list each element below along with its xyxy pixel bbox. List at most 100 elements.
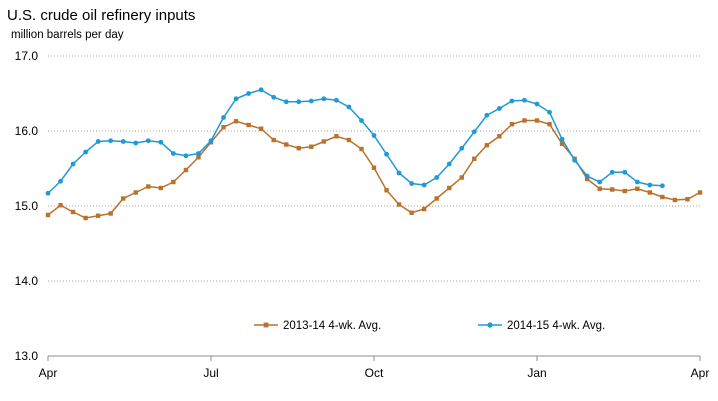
series-1 bbox=[45, 118, 703, 221]
series-2 bbox=[45, 87, 665, 196]
data-point bbox=[58, 203, 63, 208]
data-point bbox=[258, 126, 264, 131]
data-point bbox=[45, 190, 51, 196]
y-tick-label: 16.0 bbox=[15, 124, 39, 138]
data-point bbox=[58, 178, 63, 184]
data-point bbox=[547, 122, 552, 127]
x-tick-label: Apr bbox=[691, 366, 710, 380]
data-point bbox=[609, 169, 615, 175]
data-point bbox=[246, 91, 252, 96]
x-axis: Apr Jul Oct Jan Apr bbox=[39, 355, 710, 380]
data-point bbox=[333, 97, 339, 103]
data-point bbox=[158, 139, 164, 145]
data-point bbox=[95, 213, 101, 218]
data-point bbox=[146, 184, 151, 189]
data-point bbox=[183, 167, 189, 173]
data-point bbox=[171, 179, 176, 185]
chart-title: U.S. crude oil refinery inputs bbox=[7, 7, 195, 24]
data-point bbox=[321, 96, 327, 102]
chart-subtitle: million barrels per day bbox=[11, 29, 124, 41]
legend: 2013-14 4-wk. Avg. 2014-15 4-wk. Avg. bbox=[254, 320, 605, 332]
data-point bbox=[484, 143, 490, 148]
data-point bbox=[472, 156, 477, 161]
data-point bbox=[284, 142, 289, 147]
data-point bbox=[597, 179, 603, 185]
legend-item: 2013-14 4-wk. Avg. bbox=[254, 320, 381, 332]
data-point bbox=[484, 112, 490, 118]
data-point bbox=[346, 137, 352, 143]
data-point bbox=[359, 118, 364, 123]
data-point bbox=[359, 146, 364, 152]
data-point bbox=[346, 104, 352, 110]
data-point bbox=[459, 145, 465, 151]
data-point bbox=[108, 211, 113, 216]
gridlines bbox=[48, 55, 700, 282]
data-point bbox=[509, 122, 515, 127]
data-point bbox=[158, 185, 164, 191]
data-point bbox=[246, 122, 251, 128]
data-point bbox=[221, 115, 226, 120]
data-point bbox=[208, 138, 214, 144]
series-layer bbox=[45, 87, 703, 221]
legend-swatch-marker bbox=[487, 322, 493, 328]
data-point bbox=[547, 109, 552, 115]
data-point bbox=[70, 209, 76, 215]
data-point bbox=[196, 155, 201, 160]
legend-label: 2013-14 4-wk. Avg. bbox=[283, 320, 381, 332]
data-point bbox=[271, 137, 276, 143]
legend-swatch-marker bbox=[263, 322, 269, 328]
data-point bbox=[133, 190, 138, 195]
data-point bbox=[145, 138, 151, 144]
data-point bbox=[584, 173, 590, 179]
data-point bbox=[584, 176, 590, 182]
legend-label: 2014-15 4-wk. Avg. bbox=[507, 320, 605, 332]
data-point bbox=[622, 188, 627, 194]
data-point bbox=[459, 175, 464, 180]
data-point bbox=[308, 98, 314, 104]
data-point bbox=[647, 182, 653, 188]
data-point bbox=[233, 96, 239, 102]
data-point bbox=[258, 87, 264, 93]
data-point bbox=[434, 196, 439, 201]
data-point bbox=[121, 196, 126, 201]
data-point bbox=[471, 129, 477, 135]
data-point bbox=[659, 183, 665, 189]
data-point bbox=[371, 133, 377, 138]
data-point bbox=[271, 94, 277, 100]
data-point bbox=[522, 97, 527, 103]
data-point bbox=[95, 139, 101, 144]
data-point bbox=[509, 98, 515, 104]
x-tick-label: Jul bbox=[203, 366, 218, 380]
data-point bbox=[283, 99, 289, 105]
data-point bbox=[534, 118, 540, 123]
data-point bbox=[183, 153, 189, 159]
data-point bbox=[610, 187, 615, 192]
x-tick-label: Apr bbox=[39, 366, 58, 380]
data-point bbox=[409, 181, 415, 186]
data-point bbox=[309, 144, 314, 149]
data-point bbox=[409, 210, 414, 215]
data-point bbox=[83, 215, 88, 221]
data-point bbox=[120, 139, 126, 144]
data-point bbox=[660, 194, 665, 200]
data-point bbox=[634, 179, 640, 185]
data-point bbox=[635, 186, 640, 191]
data-point bbox=[522, 118, 527, 123]
data-point bbox=[133, 140, 139, 146]
y-tick-label: 14.0 bbox=[15, 274, 39, 288]
data-point bbox=[321, 139, 327, 144]
data-point bbox=[45, 212, 51, 218]
data-point bbox=[108, 138, 114, 144]
data-point bbox=[572, 157, 578, 163]
data-point bbox=[384, 151, 389, 157]
y-tick-label: 17.0 bbox=[15, 49, 39, 63]
data-point bbox=[334, 134, 339, 139]
data-point bbox=[434, 175, 440, 180]
data-point bbox=[685, 197, 690, 202]
series-line bbox=[47, 88, 663, 194]
data-point bbox=[647, 190, 653, 195]
data-point bbox=[421, 206, 427, 212]
data-point bbox=[421, 182, 427, 188]
data-point bbox=[597, 186, 602, 191]
